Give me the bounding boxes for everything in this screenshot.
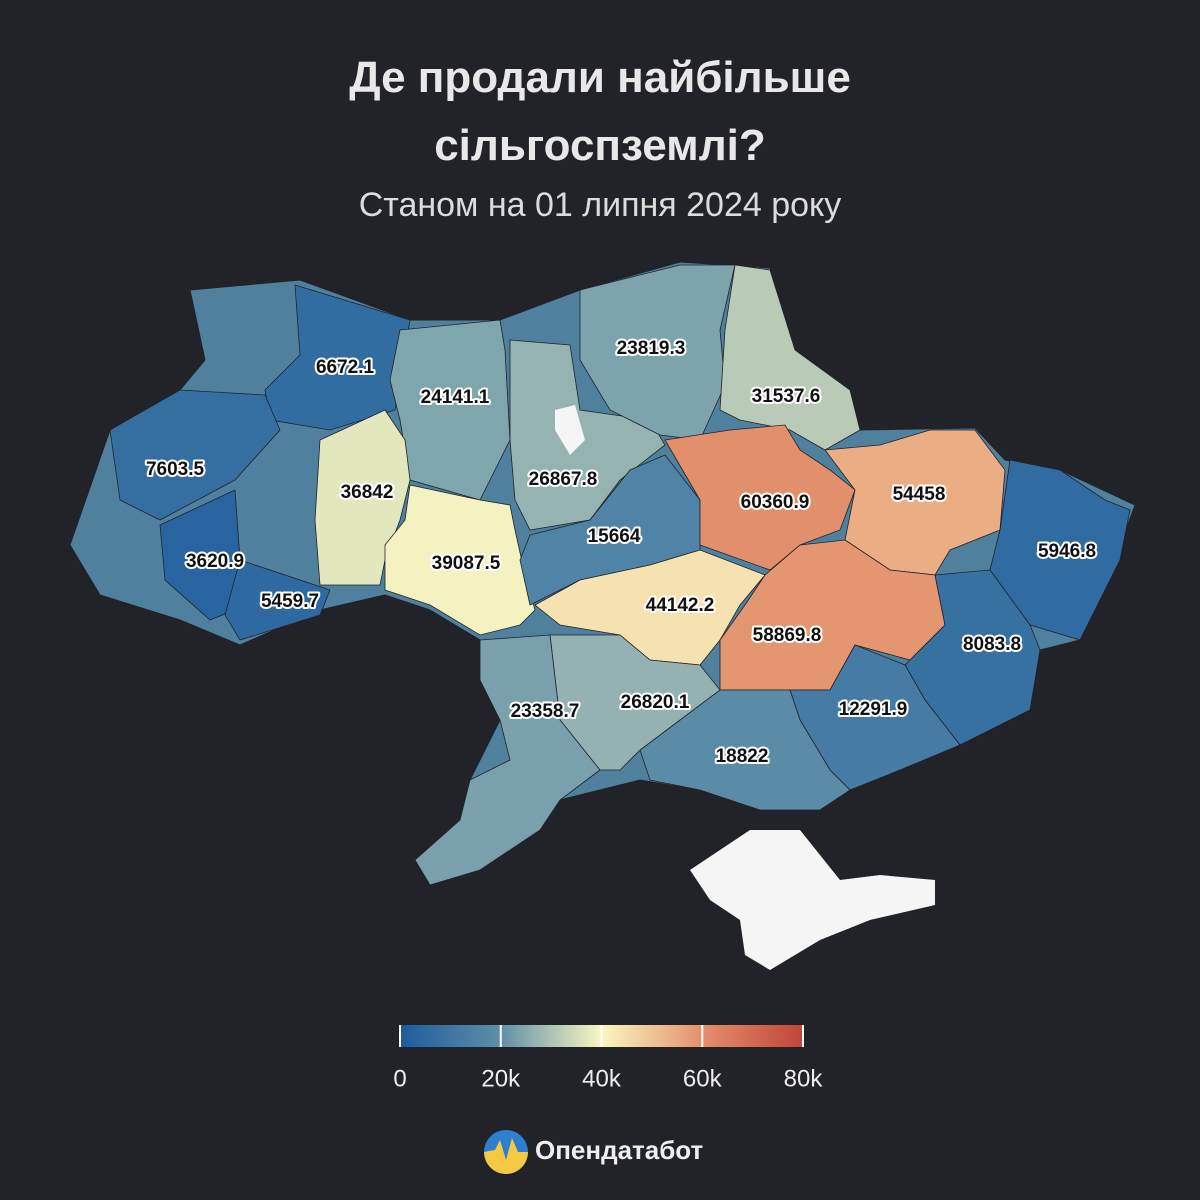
region-value: 44142.2 [646, 595, 715, 616]
crimea [690, 830, 935, 970]
region-value: 8083.8 [963, 634, 1021, 655]
region [989, 459, 1131, 641]
kyiv-city [555, 405, 585, 455]
subtitle: Станом на 01 липня 2024 року [358, 186, 842, 224]
region-value: 31537.6 [752, 386, 821, 407]
region [904, 569, 1041, 746]
legend-tick-label: 80k [784, 1065, 824, 1092]
region-value: 7603.5 [146, 459, 205, 480]
region-value: 58869.8 [753, 625, 822, 646]
region [109, 389, 281, 521]
region [824, 429, 1006, 576]
legend-tick-label: 60k [683, 1065, 723, 1092]
region-value: 3620.9 [186, 551, 244, 572]
region-value: 5946.8 [1038, 541, 1096, 562]
region-value: 15664 [588, 526, 641, 547]
region-value: 23358.7 [511, 701, 580, 722]
region-value: 18822 [716, 746, 769, 767]
region-value: 5459.7 [261, 591, 319, 612]
region [414, 634, 601, 886]
region [509, 339, 666, 531]
legend-tick-label: 40k [582, 1065, 622, 1092]
region-value: 24141.1 [421, 387, 490, 408]
region [224, 559, 331, 641]
region-value: 54458 [893, 484, 946, 505]
region-value: 36842 [341, 482, 394, 503]
region-value: 12291.9 [839, 699, 908, 720]
brand-logo-wave [484, 1138, 528, 1174]
region-value: 60360.9 [741, 492, 810, 513]
legend-tick-label: 0 [393, 1065, 406, 1092]
region-value: 23819.3 [617, 338, 686, 359]
region-value: 6672.1 [316, 357, 375, 378]
region-value: 39087.5 [432, 553, 501, 574]
legend-tick-label: 20k [481, 1065, 521, 1092]
region-value: 26867.8 [529, 469, 598, 490]
region-value: 26820.1 [621, 692, 690, 713]
brand: Опендатабот [535, 1135, 704, 1165]
region [579, 264, 736, 441]
region [664, 424, 856, 571]
region [384, 484, 536, 636]
title: Де продали найбільше сільгоспземлі? [349, 53, 851, 170]
region [534, 549, 766, 666]
